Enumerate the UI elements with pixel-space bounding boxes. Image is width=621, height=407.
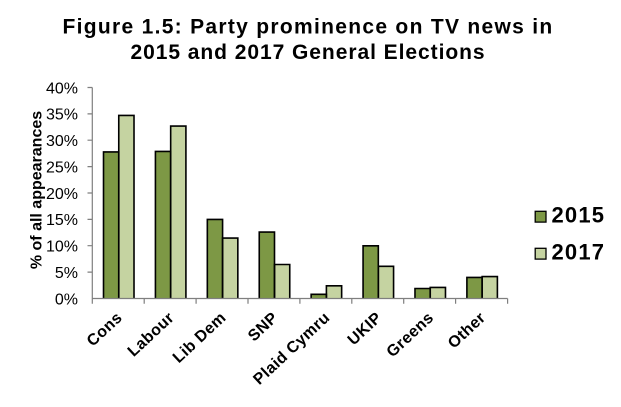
- svg-text:5%: 5%: [55, 265, 78, 282]
- svg-text:10%: 10%: [46, 239, 78, 256]
- svg-text:40%: 40%: [46, 80, 78, 97]
- svg-text:25%: 25%: [46, 159, 78, 176]
- svg-text:35%: 35%: [46, 107, 78, 124]
- svg-text:2017: 2017: [552, 240, 606, 265]
- svg-text:0%: 0%: [55, 291, 78, 308]
- svg-text:2015 and 2017 General Election: 2015 and 2017 General Elections: [130, 41, 485, 64]
- svg-text:2015: 2015: [552, 203, 606, 228]
- svg-text:15%: 15%: [46, 212, 78, 229]
- svg-text:20%: 20%: [46, 186, 78, 203]
- svg-text:30%: 30%: [46, 133, 78, 150]
- svg-text:% of all appearances: % of all appearances: [29, 111, 46, 269]
- svg-text:Figure 1.5: Party prominence o: Figure 1.5: Party prominence on TV news …: [62, 15, 553, 38]
